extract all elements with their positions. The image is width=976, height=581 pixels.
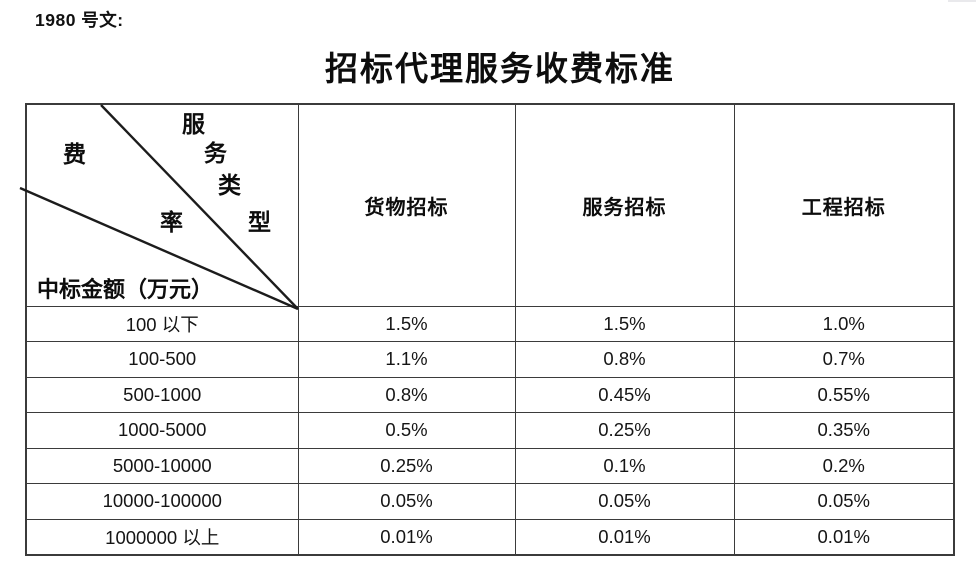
rate-cell: 0.55%: [733, 376, 955, 413]
rate-cell: 0.7%: [733, 341, 955, 378]
table-row: 100-500 1.1% 0.8% 0.7%: [25, 341, 955, 378]
table-header-row: 服 务 类 型 费 率 中标金额（万元） 货物招标 服务招标 工程招标: [19, 103, 955, 311]
service-type-char-1: 服: [182, 112, 205, 137]
rate-cell: 0.5%: [297, 412, 516, 449]
table-row: 1000000 以上 0.01% 0.01% 0.01%: [25, 518, 955, 555]
rate-cell: 0.01%: [297, 518, 516, 555]
amount-range-cell: 1000000 以上: [25, 518, 299, 555]
service-type-char-4: 型: [248, 210, 271, 235]
diagonal-line-upper: [100, 104, 299, 310]
column-header-services: 服务招标: [514, 103, 735, 307]
fee-rate-char-2: 率: [160, 210, 183, 235]
page-title: 招标代理服务收费标准: [325, 52, 675, 88]
fee-standard-table: 服 务 类 型 费 率 中标金额（万元） 货物招标 服务招标 工程招标 100 …: [19, 103, 955, 556]
service-type-char-2: 务: [204, 141, 227, 166]
rate-cell: 0.25%: [297, 447, 516, 484]
rate-cell: 0.25%: [514, 412, 735, 449]
rate-cell: 1.5%: [514, 305, 735, 342]
amount-range-cell: 10000-100000: [25, 483, 299, 520]
amount-range-cell: 500-1000: [25, 376, 299, 413]
rate-cell: 0.05%: [514, 483, 735, 520]
rate-cell: 0.05%: [733, 483, 955, 520]
rate-cell: 0.05%: [297, 483, 516, 520]
rate-cell: 0.1%: [514, 447, 735, 484]
rate-cell: 0.2%: [733, 447, 955, 484]
rate-cell: 1.1%: [297, 341, 516, 378]
rate-cell: 0.8%: [514, 341, 735, 378]
amount-range-cell: 100 以下: [25, 305, 299, 342]
table-row: 1000-5000 0.5% 0.25% 0.35%: [25, 412, 955, 449]
rate-cell: 0.01%: [733, 518, 955, 555]
doc-number-label: 1980 号文:: [35, 10, 124, 30]
amount-range-cell: 5000-10000: [25, 447, 299, 484]
amount-axis-label: 中标金额（万元）: [37, 277, 214, 302]
amount-range-cell: 100-500: [25, 341, 299, 378]
rate-cell: 0.01%: [514, 518, 735, 555]
rate-cell: 1.5%: [297, 305, 516, 342]
fee-rate-char-1: 费: [63, 142, 86, 167]
column-header-goods: 货物招标: [297, 103, 516, 307]
rate-cell: 0.45%: [514, 376, 735, 413]
rate-cell: 0.8%: [297, 376, 516, 413]
table-row: 5000-10000 0.25% 0.1% 0.2%: [25, 447, 955, 484]
table-row: 100 以下 1.5% 1.5% 1.0%: [25, 305, 955, 342]
service-type-char-3: 类: [218, 173, 241, 198]
diagonal-corner-cell: 服 务 类 型 费 率 中标金额（万元）: [19, 103, 299, 311]
table-row: 10000-100000 0.05% 0.05% 0.05%: [25, 483, 955, 520]
rate-cell: 0.35%: [733, 412, 955, 449]
top-right-artifact: [948, 0, 976, 2]
rate-cell: 1.0%: [733, 305, 955, 342]
table-row: 500-1000 0.8% 0.45% 0.55%: [25, 376, 955, 413]
amount-range-cell: 1000-5000: [25, 412, 299, 449]
diagonal-line-lower: [19, 186, 299, 311]
diagonal-lines: [19, 104, 299, 311]
column-header-engineering: 工程招标: [733, 103, 955, 307]
